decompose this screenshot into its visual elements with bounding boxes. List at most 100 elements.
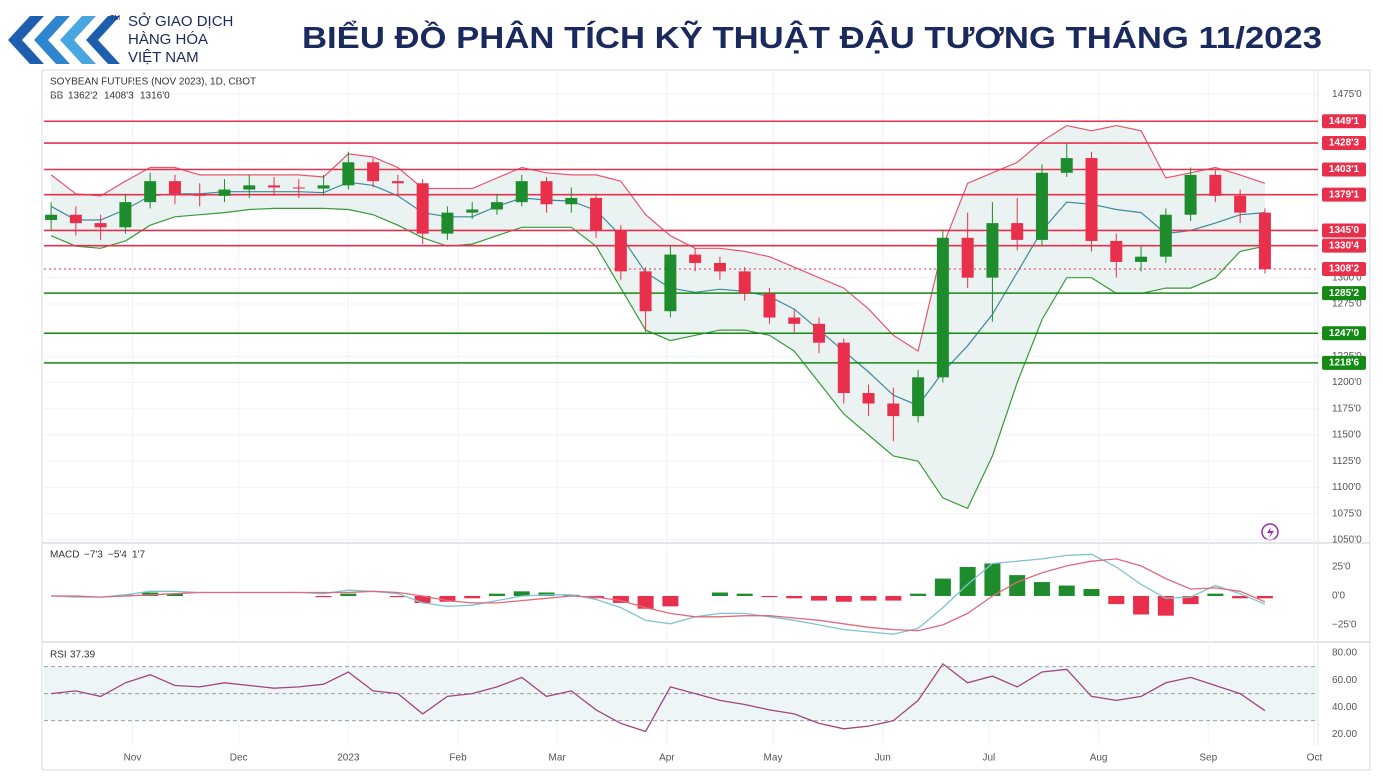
candle-body [664,254,677,312]
x-tick-label: Dec [230,753,248,764]
histogram-bar [910,593,927,596]
band-line [50,124,1266,353]
candle-body [1209,174,1222,196]
logo-text: VIỆT NAM [128,49,199,66]
histogram-bar [1058,585,1075,596]
candle-body [788,317,801,324]
histogram-bar [1207,593,1224,596]
y-tick-label: 20.00 [1332,729,1357,740]
chart-frame [41,69,1371,771]
level-label: 1379'1 [1329,189,1360,200]
histogram-bar [711,592,728,596]
x-tick-label: Feb [449,753,467,764]
macd-line [51,553,1266,635]
candle-body [45,214,58,220]
histogram-bar [959,567,976,596]
logo-chevron [34,16,70,64]
logo-chevron [60,16,96,64]
band-line [50,181,1265,407]
level-label-box [1322,162,1366,177]
x-tick-label: Aug [1090,753,1108,764]
indicator-name: MACD [50,550,79,561]
histogram-bar [984,563,1001,596]
histogram-bar [315,595,332,598]
histogram-bar [1033,582,1050,596]
histogram-bar [612,595,629,603]
candle-body [144,181,157,203]
indicator-value: −5'4 [108,550,127,561]
level-label: 1449'1 [1329,116,1360,127]
histogram-bar [1108,595,1125,605]
candle-body [763,293,776,318]
level-label-box [1322,238,1366,253]
histogram-bar [414,595,431,603]
candle-body [1060,158,1073,173]
level-label-box [1322,286,1366,301]
indicator-value: 1362'2 [68,91,98,102]
candle-body [1184,174,1197,215]
candle-body [837,342,850,394]
histogram-bar [513,591,530,596]
candle-body [813,323,826,343]
candle-body [540,181,553,205]
histogram-bar [439,595,456,602]
candle-body [713,262,726,272]
band-line [50,207,1266,510]
histogram-bar [389,595,406,598]
level-label: 1247'0 [1329,328,1360,339]
candle-body [168,181,181,194]
level-label-box [1322,262,1366,277]
histogram-bar [1232,595,1249,599]
candle-body [862,393,875,404]
level-label-box [1322,114,1366,129]
x-tick-label: Nov [124,753,142,764]
x-tick-label: Apr [659,753,675,764]
indicator-value: 37.39 [70,650,95,661]
x-tick-label: Mar [549,753,567,764]
y-tick-label: 80.00 [1332,648,1357,659]
y-tick-label: 60.00 [1332,675,1357,686]
y-tick-label: 1150'0 [1332,430,1361,441]
candle-body [1159,214,1172,257]
histogram-bar [885,595,902,601]
level-label-box [1322,187,1366,202]
candle-body [342,162,355,186]
candle-body [490,202,503,210]
histogram-bar [166,593,183,596]
y-tick-label: 1200'0 [1332,377,1362,388]
candle-body [887,403,900,417]
candle-body [565,197,578,205]
histogram-bar [340,593,357,596]
candle-body [639,271,652,312]
candle-body [1085,158,1098,241]
y-tick-label: 1175'0 [1332,403,1361,414]
candle-body [119,202,132,228]
level-label-box [1322,136,1366,151]
x-tick-label: Oct [1307,753,1323,764]
indicator-name: BB [50,91,64,102]
histogram-bar [835,595,852,602]
indicator-value: 1408'3 [104,91,134,102]
candle-body [441,212,454,234]
candle-body [1135,256,1148,262]
band-fill [51,125,1265,509]
logo-text: SỞ GIAO DỊCH [128,12,233,30]
candle-body [590,197,603,231]
candle-body [69,214,82,224]
candle-body [936,237,949,378]
y-tick-label: 1125'0 [1332,456,1361,467]
candle-body [1258,212,1271,270]
candle-body [416,183,429,234]
rsi-line [51,662,1266,733]
histogram-bar [1083,589,1100,596]
indicator-value: −7'3 [84,550,103,561]
histogram-bar [464,595,481,599]
histogram-bar [1133,595,1150,615]
histogram-bar [860,595,877,601]
y-tick-label: 1100'0 [1332,482,1361,493]
candle-body [1035,172,1048,240]
candle-body [515,181,528,203]
level-label-box [1322,355,1366,370]
y-tick-label: 0'0 [1332,591,1345,602]
